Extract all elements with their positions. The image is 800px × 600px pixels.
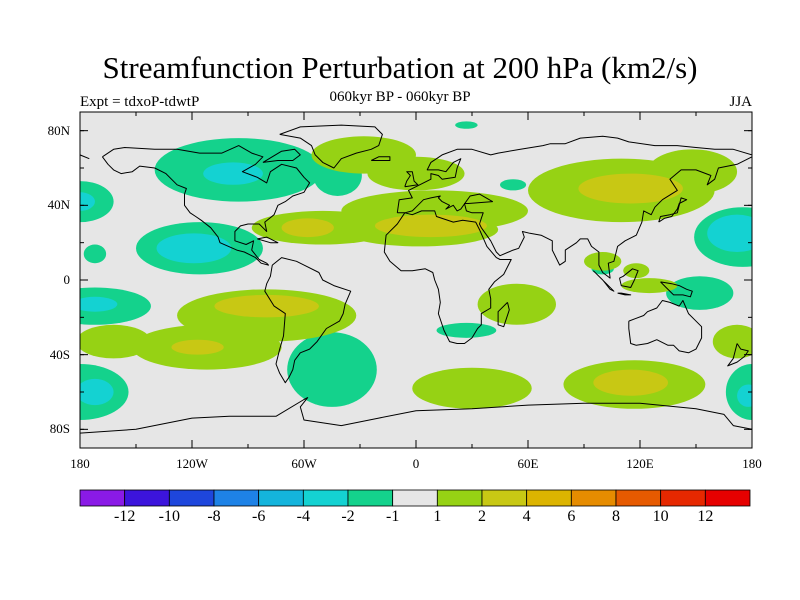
lon-label: 120W [176,456,208,471]
colorbar-swatch [615,489,662,507]
colorbar-label: 2 [478,508,486,525]
contour-region [578,173,683,204]
colorbar-label: -1 [385,508,400,525]
coastline [101,145,311,266]
colorbar-swatch [124,489,170,507]
contour-region [156,233,232,264]
contour-level [171,173,683,396]
colorbar-swatch [347,489,394,507]
lon-label: 60W [291,456,317,471]
contour-region [80,296,118,312]
axis-ticks [79,112,753,448]
contour-region [412,367,532,409]
colorbar-swatch [526,489,572,507]
plot-title: Streamfunction Perturbation at 200 hPa (… [102,50,698,85]
contour-region [281,218,334,238]
coastline [370,156,391,161]
contour-region [374,214,487,238]
coastline [396,135,752,213]
lat-label: 80S [49,421,70,437]
colorbar-swatch [79,489,126,507]
colorbar-label: -10 [158,508,180,525]
contour-region [593,369,669,396]
coastline [592,270,615,292]
contour-region [712,324,752,359]
colorbar-label: -12 [113,508,136,525]
contour-region [203,162,263,185]
coastline [279,124,383,169]
contour-region [171,339,224,355]
coastline [80,397,752,434]
coastline [619,268,639,288]
colorbar-label: 8 [612,508,620,525]
contour-region [737,384,752,407]
colorbar-swatch [436,489,483,507]
contour-region [707,214,752,252]
lon-label: 180 [70,456,90,471]
contour-region [83,244,107,264]
colorbar-label: -2 [341,508,355,525]
contour-region [367,156,465,191]
lat-label: 40S [49,346,70,362]
contour-region [80,181,114,223]
colorbar-label: -4 [296,508,310,525]
coastline [617,292,632,296]
lon-label: 60E [517,456,539,471]
colorbar-label: -6 [251,508,266,525]
contour-region [80,192,95,211]
colorbar-label: 1 [433,508,442,525]
season-label: JJA [729,94,752,110]
lat-label: 40N [47,197,70,213]
lat-label: 0 [63,272,71,287]
colorbar-swatch [704,489,751,507]
experiment-label: Expt = tdxoP-tdwtP [80,94,200,110]
contour-region [436,322,497,338]
coastline [660,281,693,298]
coastline [658,197,688,223]
coastline [264,257,352,384]
contour-region [584,252,622,271]
colorbar-label: 12 [697,508,714,525]
colorbar-swatch [258,489,304,507]
colorbar-swatch [481,489,528,507]
colorbar-label: 6 [567,508,576,525]
colorbar-swatch [392,489,438,507]
contour-region [477,283,556,325]
coastline [727,343,749,367]
colorbar-swatch [660,489,706,507]
plot-subtitle: 060kyr BP - 060kyr BP [329,89,471,105]
colorbar-label: 10 [652,508,669,525]
colorbar-label: 4 [522,508,531,525]
lon-label: 120E [626,456,654,471]
contour-region [287,332,377,407]
coastline [262,148,301,163]
contour-region [214,294,319,318]
coastline [628,300,703,354]
coastline [397,156,752,279]
contour-region [623,263,650,279]
contour-region [80,378,114,406]
contour-level [80,162,752,407]
lon-label: 0 [412,456,420,471]
colorbar-swatch [168,489,215,507]
coastline [257,236,279,244]
coastline [497,302,510,328]
contour-region [455,121,478,129]
colorbar-label: -8 [207,508,221,525]
coastline [404,171,419,188]
coastline [383,210,512,344]
lon-label: 180 [742,456,762,471]
colorbar-swatch [302,489,349,507]
coastline [80,154,90,160]
colorbar [79,489,751,507]
lat-label: 80N [47,122,70,138]
contour-region [499,179,527,191]
colorbar-swatch [213,489,260,507]
coastlines [80,124,752,434]
contour-fills [80,121,752,420]
colorbar-swatch [570,489,617,507]
